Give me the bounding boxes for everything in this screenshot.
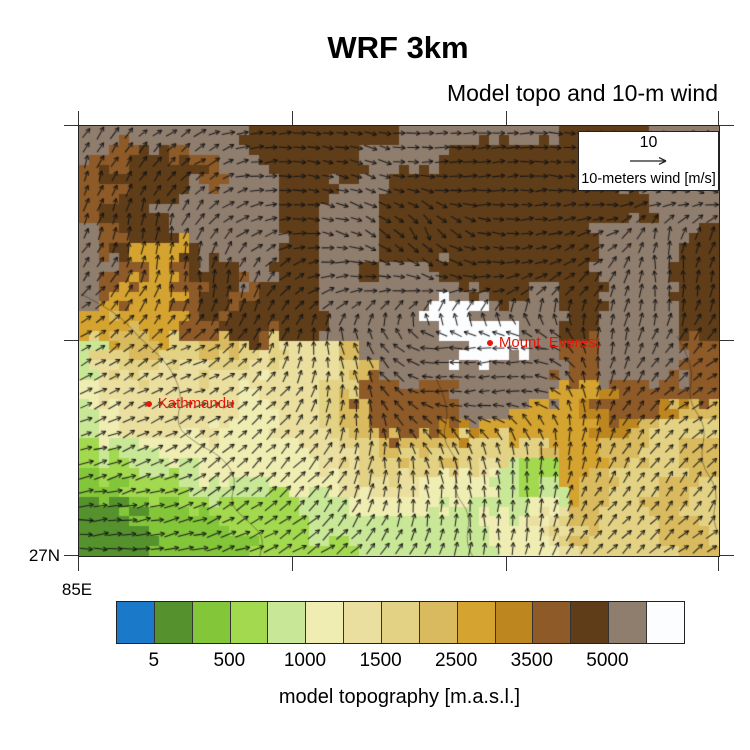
colorbar-segment-5 [306,602,345,643]
axis-tick [64,125,78,126]
colorbar-segment-12 [571,602,610,643]
colorbar-tick-label: 3500 [510,650,553,671]
colorbar-segment-8 [419,602,458,643]
axis-tick [720,555,734,556]
colorbar-tick-label: 5000 [586,650,629,671]
axis-tick [506,557,507,571]
colorbar-segment-2 [192,602,231,643]
colorbar-segment-4 [268,602,307,643]
colorbar-segment-14 [647,602,684,643]
reference-arrow-icon [629,157,666,166]
axis-tick [720,125,734,126]
page-title: WRF 3km [327,30,469,65]
colorbar-segment-1 [154,602,193,643]
colorbar-segment-9 [457,602,496,643]
axis-tick [64,340,78,341]
colorbar-tick-label: 1500 [359,650,402,671]
map-plot-area: 10 10-meters wind [m/s] Mount_Everest Kat… [78,125,720,557]
colorbar-segment-10 [495,602,534,643]
colorbar-tick-label: 1000 [283,650,327,671]
axis-tick [718,557,719,571]
topography-wind-canvas [79,126,719,556]
wind-reference-legend: 10 10-meters wind [m/s] [578,131,719,191]
axis-tick [718,111,719,125]
marker-label: Kathmandu [157,395,235,413]
colorbar-segment-7 [382,602,420,643]
wind-reference-value: 10 [639,134,658,151]
axis-tick [78,557,79,571]
axis-tick [78,111,79,125]
colorbar-tick-label: 500 [213,650,246,671]
plot-subtitle: Model topo and 10-m wind [446,80,718,106]
axis-tick [64,555,78,556]
colorbar-tick-labels: 5 500 1000 1500 2500 3500 5000 [116,650,683,672]
colorbar-segment-0 [117,602,155,643]
colorbar-segment-6 [344,602,383,643]
latitude-label: 27N [28,546,60,565]
marker-dot [145,401,152,408]
marker-dot [486,340,493,347]
colorbar-segment-11 [533,602,572,643]
colorbar-segment-13 [609,602,648,643]
axis-tick [506,111,507,125]
colorbar-tick-label: 2500 [435,650,478,671]
longitude-label: 85E [61,580,93,599]
axis-tick [720,340,734,341]
topography-colorbar [116,601,685,644]
axis-tick [292,111,293,125]
wind-reference-label: 10-meters wind [m/s] [581,170,716,187]
colorbar-tick-label: 5 [148,650,160,671]
marker-label: Mount_Everest [498,334,600,352]
colorbar-title: model topography [m.a.s.l.] [278,686,521,708]
colorbar-segment-3 [230,602,269,643]
axis-tick [292,557,293,571]
